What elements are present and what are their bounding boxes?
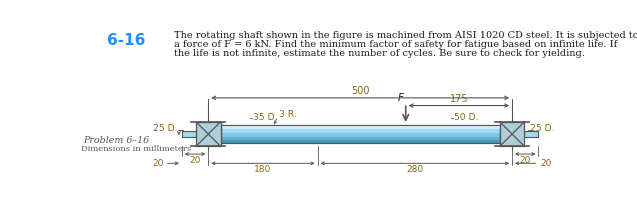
Bar [220,136,499,137]
Text: 180: 180 [254,165,271,174]
Bar [220,143,499,144]
Text: Problem 6–16: Problem 6–16 [83,136,150,145]
Bar [220,129,499,130]
Bar [220,142,499,143]
Bar [220,128,499,129]
Bar [220,130,499,131]
Bar [220,126,499,127]
Bar [220,137,499,138]
Bar [220,127,499,128]
Bar [220,137,499,138]
Text: F: F [398,93,404,103]
Bar [220,132,499,133]
Text: 175: 175 [450,94,468,104]
Bar [220,134,499,135]
Bar [220,138,499,139]
Bar [220,131,499,132]
Text: 3 R.: 3 R. [279,110,297,119]
Bar [220,132,499,133]
Bar [220,125,499,126]
Text: 20: 20 [540,159,552,168]
Bar [220,141,499,142]
Text: 20: 20 [189,156,201,165]
Text: Dimensions in millimeters: Dimensions in millimeters [81,145,191,153]
Bar [220,127,499,128]
Bar [220,140,499,141]
Text: 25 D.: 25 D. [530,124,554,133]
Bar [220,136,499,137]
Bar [220,125,499,126]
Text: 6-16: 6-16 [107,33,145,48]
Bar [220,139,499,140]
Bar [220,138,499,139]
Text: 500: 500 [351,86,369,96]
Text: the life is not infinite, estimate the number of cycles. Be sure to check for yi: the life is not infinite, estimate the n… [174,49,585,58]
Bar [220,130,499,131]
Bar [220,134,499,135]
Bar [220,133,499,134]
Text: The rotating shaft shown in the figure is machined from AISI 1020 CD steel. It i: The rotating shaft shown in the figure i… [174,31,637,40]
Bar [220,125,499,143]
Text: 20: 20 [153,159,164,168]
Text: 20: 20 [520,156,531,165]
Bar [220,126,499,127]
Text: a force of F = 6 kN. Find the minimum factor of safety for fatigue based on infi: a force of F = 6 kN. Find the minimum fa… [174,40,617,49]
Bar [220,142,499,143]
Bar [182,131,196,137]
Bar [220,129,499,130]
Bar [220,140,499,141]
Bar [499,122,524,146]
Bar [524,131,538,137]
Text: 25 D.: 25 D. [153,124,177,133]
Bar [196,122,220,146]
Text: 35 D.: 35 D. [254,113,278,122]
Bar [220,131,499,132]
Bar [220,135,499,136]
Text: 50 D.: 50 D. [454,113,479,122]
Text: 280: 280 [406,165,424,174]
